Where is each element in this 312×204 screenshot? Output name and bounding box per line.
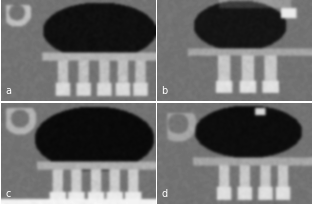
Text: a: a xyxy=(5,86,11,96)
Text: d: d xyxy=(162,188,168,198)
Text: b: b xyxy=(162,86,168,96)
Text: c: c xyxy=(5,188,11,198)
